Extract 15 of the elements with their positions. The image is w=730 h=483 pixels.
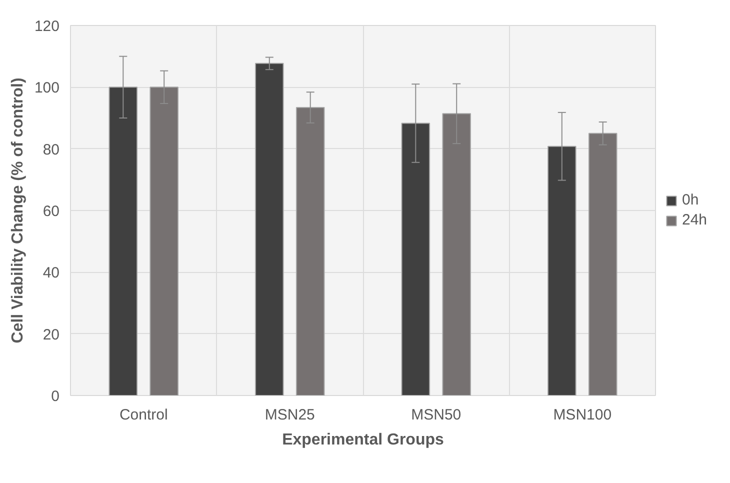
y-tick-label: 80 — [42, 141, 60, 158]
y-tick-label: 20 — [42, 326, 60, 344]
x-tick-label: MSN50 — [411, 406, 462, 424]
y-tick-label: 0 — [51, 388, 60, 405]
x-axis-title: Experimental Groups — [282, 432, 444, 448]
y-tick-label: 100 — [34, 80, 60, 97]
x-tick-label: Control — [119, 406, 168, 424]
y-tick-label: 40 — [42, 264, 60, 282]
y-tick-label: 60 — [42, 203, 60, 220]
x-tick-label: MSN100 — [553, 406, 612, 424]
y-tick-label: 120 — [34, 18, 60, 35]
x-tick-label: MSN25 — [264, 406, 315, 424]
y-axis-title: Cell Viability Change (% of control) — [9, 78, 26, 344]
legend-label: 24h — [682, 212, 708, 228]
legend-label: 0h — [682, 192, 700, 208]
